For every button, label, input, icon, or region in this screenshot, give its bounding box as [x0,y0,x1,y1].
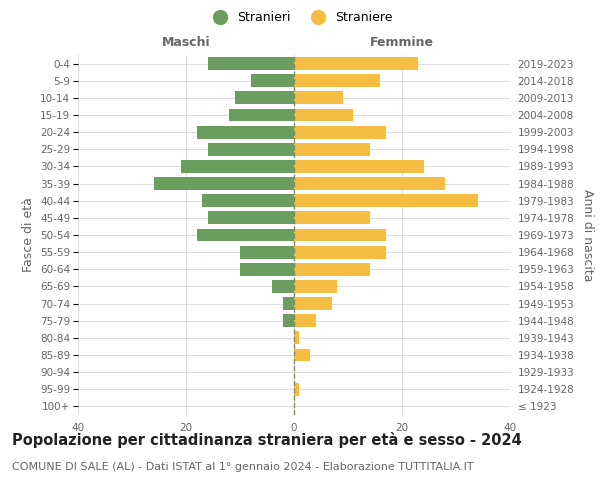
Bar [294,263,370,276]
Y-axis label: Fasce di età: Fasce di età [22,198,35,272]
Bar [202,194,294,207]
Bar [208,143,294,156]
Bar [294,108,353,122]
Text: COMUNE DI SALE (AL) - Dati ISTAT al 1° gennaio 2024 - Elaborazione TUTTITALIA.IT: COMUNE DI SALE (AL) - Dati ISTAT al 1° g… [12,462,473,472]
Bar [294,57,418,70]
Bar [197,228,294,241]
Bar [235,92,294,104]
Bar [294,212,370,224]
Text: Maschi: Maschi [161,36,211,49]
Bar [294,160,424,173]
Text: Popolazione per cittadinanza straniera per età e sesso - 2024: Popolazione per cittadinanza straniera p… [12,432,522,448]
Bar [240,246,294,258]
Bar [294,143,370,156]
Bar [272,280,294,293]
Bar [294,348,310,362]
Y-axis label: Anni di nascita: Anni di nascita [581,188,594,281]
Bar [229,108,294,122]
Bar [294,194,478,207]
Bar [294,314,316,327]
Bar [197,126,294,138]
Bar [181,160,294,173]
Text: Femmine: Femmine [370,36,434,49]
Bar [251,74,294,87]
Legend: Stranieri, Straniere: Stranieri, Straniere [202,6,398,29]
Bar [154,177,294,190]
Bar [294,74,380,87]
Bar [294,228,386,241]
Bar [283,297,294,310]
Bar [294,383,299,396]
Bar [294,332,299,344]
Bar [208,212,294,224]
Bar [294,280,337,293]
Bar [208,57,294,70]
Bar [294,126,386,138]
Bar [283,314,294,327]
Bar [294,246,386,258]
Bar [294,92,343,104]
Bar [294,177,445,190]
Bar [294,297,332,310]
Bar [240,263,294,276]
